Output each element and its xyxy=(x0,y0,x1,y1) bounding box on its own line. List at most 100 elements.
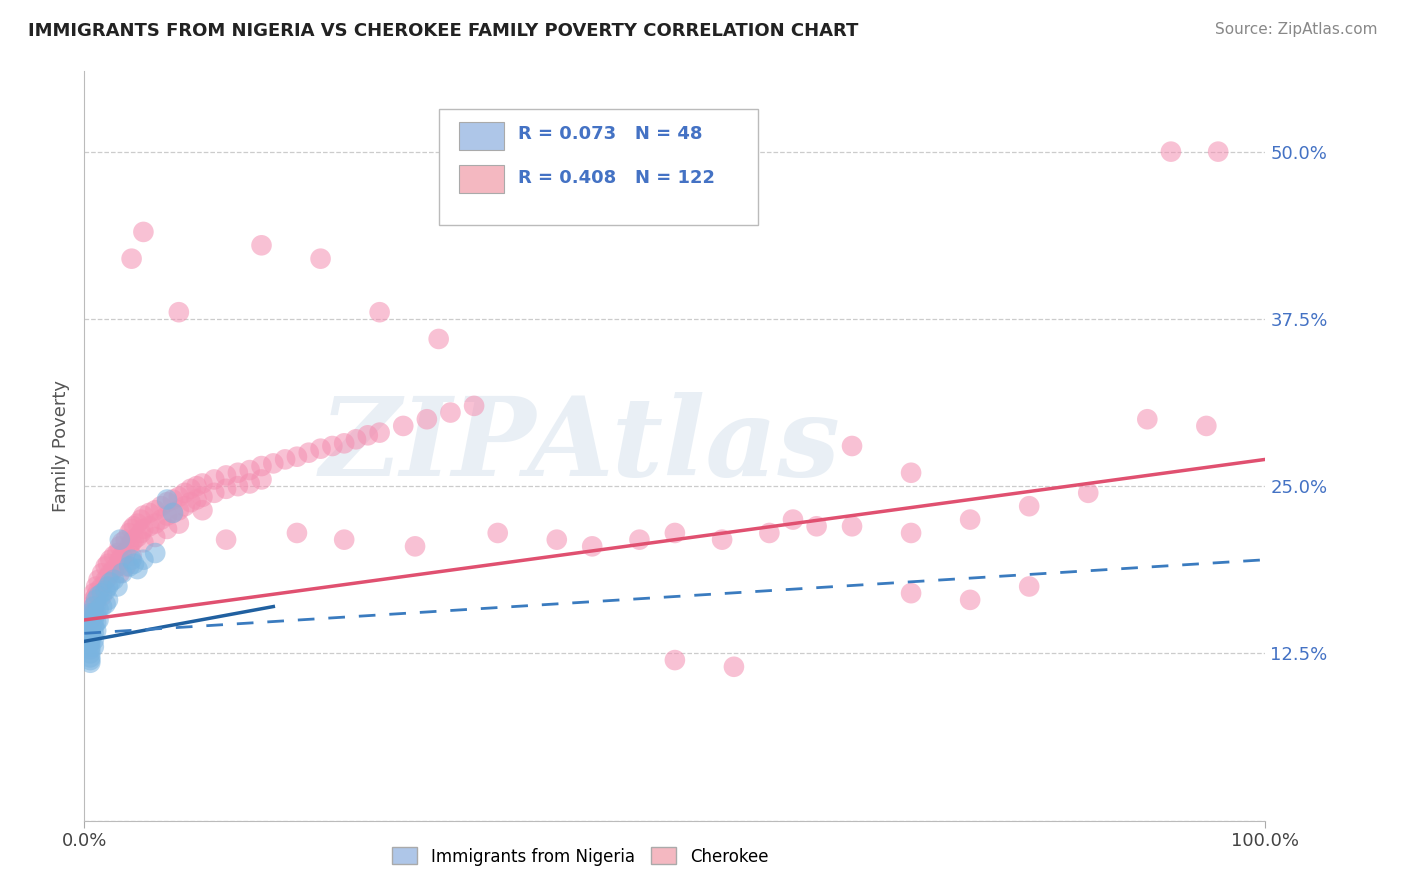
Point xyxy=(118,559,141,574)
Point xyxy=(368,305,391,319)
Point xyxy=(103,562,125,576)
Point xyxy=(87,589,110,603)
Point xyxy=(167,490,190,504)
Point xyxy=(111,566,134,581)
Point xyxy=(84,589,107,603)
Point xyxy=(114,533,136,547)
Point xyxy=(841,519,863,533)
Point xyxy=(215,468,238,483)
Point xyxy=(79,613,101,627)
Point xyxy=(1077,486,1099,500)
Point xyxy=(162,506,184,520)
Point xyxy=(121,522,143,536)
Text: R = 0.408   N = 122: R = 0.408 N = 122 xyxy=(517,169,714,186)
Point xyxy=(79,646,101,660)
Point xyxy=(114,546,136,560)
Point xyxy=(959,513,981,527)
Point xyxy=(79,629,101,643)
Point xyxy=(309,442,332,456)
Point xyxy=(132,553,155,567)
Point xyxy=(357,428,380,442)
Point xyxy=(79,633,101,648)
Point xyxy=(959,593,981,607)
Point xyxy=(173,486,195,500)
Point xyxy=(250,459,273,474)
Point xyxy=(83,633,105,648)
Point xyxy=(581,539,603,553)
Point xyxy=(215,482,238,496)
Point xyxy=(122,519,145,533)
Point xyxy=(285,526,308,541)
Point xyxy=(191,503,214,517)
Point xyxy=(486,526,509,541)
Point xyxy=(122,533,145,547)
Point xyxy=(79,613,101,627)
Point xyxy=(79,620,101,634)
Point xyxy=(392,419,415,434)
Point xyxy=(262,457,284,471)
Point xyxy=(94,583,117,598)
Point xyxy=(79,615,101,630)
Point xyxy=(83,640,105,654)
Point xyxy=(191,490,214,504)
Point xyxy=(202,486,225,500)
Point xyxy=(1018,580,1040,594)
FancyBboxPatch shape xyxy=(458,121,503,150)
Point xyxy=(1160,145,1182,159)
Point xyxy=(628,533,651,547)
Point xyxy=(463,399,485,413)
Point xyxy=(143,503,166,517)
Point xyxy=(664,526,686,541)
Point xyxy=(83,607,105,621)
Point xyxy=(79,635,101,649)
Point xyxy=(1206,145,1229,159)
Point xyxy=(87,602,110,616)
Point xyxy=(782,513,804,527)
FancyBboxPatch shape xyxy=(439,109,758,225)
Point xyxy=(546,533,568,547)
Point xyxy=(94,597,117,611)
Point xyxy=(83,593,105,607)
Point xyxy=(1195,419,1218,434)
Point xyxy=(180,495,202,509)
Point xyxy=(94,559,117,574)
Point xyxy=(239,463,262,477)
Y-axis label: Family Poverty: Family Poverty xyxy=(52,380,70,512)
Point xyxy=(333,533,356,547)
Point xyxy=(121,535,143,549)
Point xyxy=(97,570,120,584)
Point xyxy=(404,539,426,553)
Point xyxy=(274,452,297,467)
Point xyxy=(111,549,134,563)
Point xyxy=(127,530,149,544)
Point xyxy=(841,439,863,453)
Point xyxy=(226,466,249,480)
Point xyxy=(173,500,195,514)
Point xyxy=(91,586,114,600)
Point xyxy=(91,566,114,581)
Point xyxy=(162,506,184,520)
Point xyxy=(321,439,343,453)
Point xyxy=(107,559,129,574)
Point xyxy=(143,530,166,544)
Point xyxy=(138,519,160,533)
Point xyxy=(91,580,114,594)
Point xyxy=(215,533,238,547)
Point xyxy=(114,559,136,574)
Point xyxy=(94,573,117,587)
Point xyxy=(250,473,273,487)
Point xyxy=(162,492,184,507)
Point xyxy=(186,492,208,507)
FancyBboxPatch shape xyxy=(458,165,503,194)
Point xyxy=(121,549,143,563)
Point xyxy=(84,615,107,630)
Point xyxy=(156,492,179,507)
Point xyxy=(97,593,120,607)
Point xyxy=(121,553,143,567)
Point xyxy=(111,535,134,549)
Text: ZIPAtlas: ZIPAtlas xyxy=(321,392,841,500)
Point xyxy=(108,566,131,581)
Point xyxy=(129,513,152,527)
Point xyxy=(122,557,145,571)
Point xyxy=(344,433,367,447)
